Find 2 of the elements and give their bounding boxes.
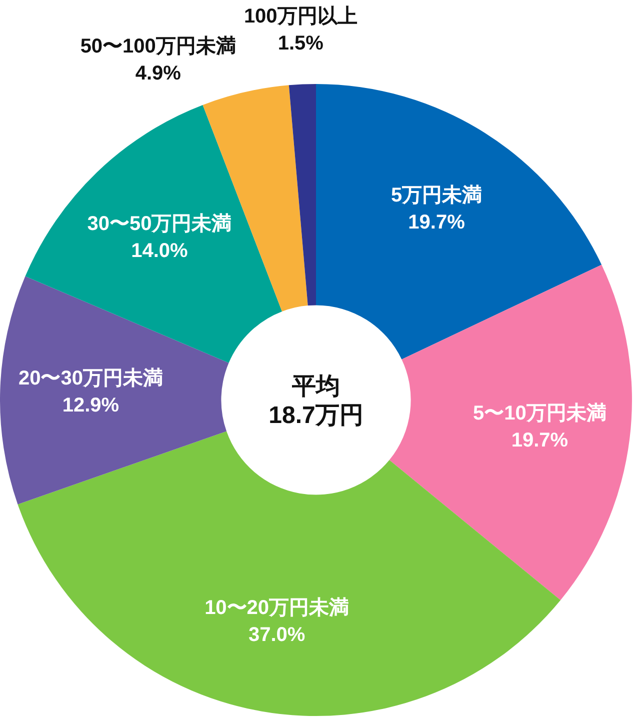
annotation: 18.7万円 (268, 402, 364, 429)
annotation: 平均 (292, 373, 340, 400)
